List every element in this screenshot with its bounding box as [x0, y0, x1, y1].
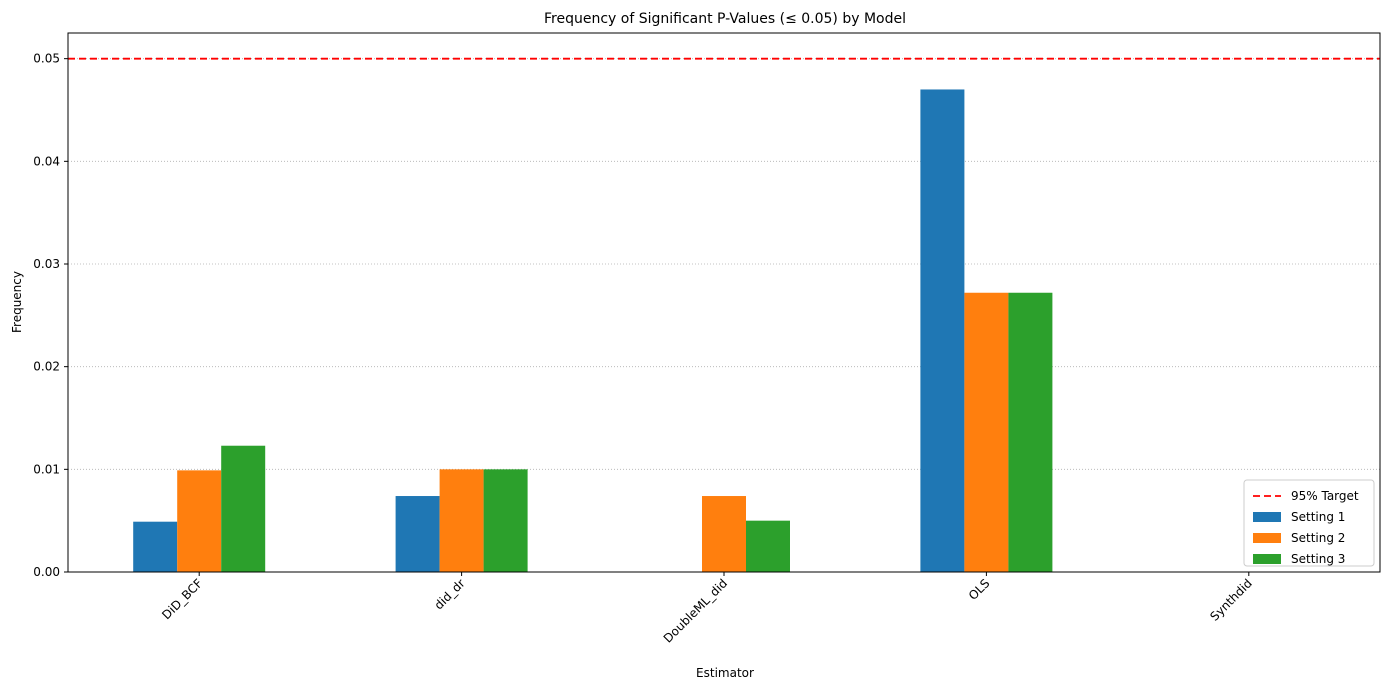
x-tick-label: did_dr — [432, 576, 468, 612]
legend-swatch — [1253, 512, 1281, 522]
x-axis-label: Estimator — [696, 666, 754, 680]
bar-setting-3-doubleml_did — [746, 520, 790, 572]
y-tick-label: 0.04 — [33, 154, 60, 168]
bars — [133, 89, 1053, 572]
y-tick-label: 0.03 — [33, 257, 60, 271]
bar-setting-1-ols — [920, 89, 965, 572]
legend-swatch — [1253, 533, 1281, 543]
legend-box — [1243, 479, 1375, 567]
y-axis-label: Frequency — [10, 271, 24, 333]
bar-setting-1-did_bcf — [133, 521, 178, 572]
bar-setting-3-did_dr — [483, 469, 528, 572]
x-axis-ticks: DiD_BCF did_dr DoubleML_did OLS Synthdid — [159, 572, 1255, 646]
x-tick-label: DoubleML_did — [661, 576, 730, 645]
legend-label-reference: 95% Target — [1291, 489, 1359, 503]
y-tick-label: 0.00 — [33, 565, 60, 579]
legend-swatch — [1253, 554, 1281, 564]
x-tick-label: Synthdid — [1207, 576, 1255, 624]
chart-title: Frequency of Significant P-Values (≤ 0.0… — [544, 11, 906, 27]
legend-label: Setting 3 — [1291, 552, 1345, 566]
bar-setting-3-ols — [1008, 292, 1053, 572]
x-tick-label: OLS — [966, 576, 993, 603]
bar-setting-2-did_bcf — [177, 470, 222, 572]
legend-label: Setting 2 — [1291, 531, 1345, 545]
grid-lines — [68, 58, 1380, 470]
bar-setting-2-did_dr — [439, 469, 484, 572]
y-axis-ticks: 0.00 0.01 0.02 0.03 0.04 0.05 — [33, 52, 68, 579]
y-tick-label: 0.02 — [33, 360, 60, 374]
bar-setting-2-doubleml_did — [702, 496, 746, 572]
bar-setting-2-ols — [964, 292, 1009, 572]
legend-label: Setting 1 — [1291, 510, 1345, 524]
legend: 95% Target Setting 1 Setting 2 Setting 3 — [1243, 479, 1375, 567]
y-tick-label: 0.01 — [33, 462, 60, 476]
bar-setting-1-did_dr — [395, 496, 440, 572]
bar-setting-3-did_bcf — [221, 445, 266, 572]
y-tick-label: 0.05 — [33, 52, 60, 66]
x-tick-label: DiD_BCF — [159, 576, 205, 622]
